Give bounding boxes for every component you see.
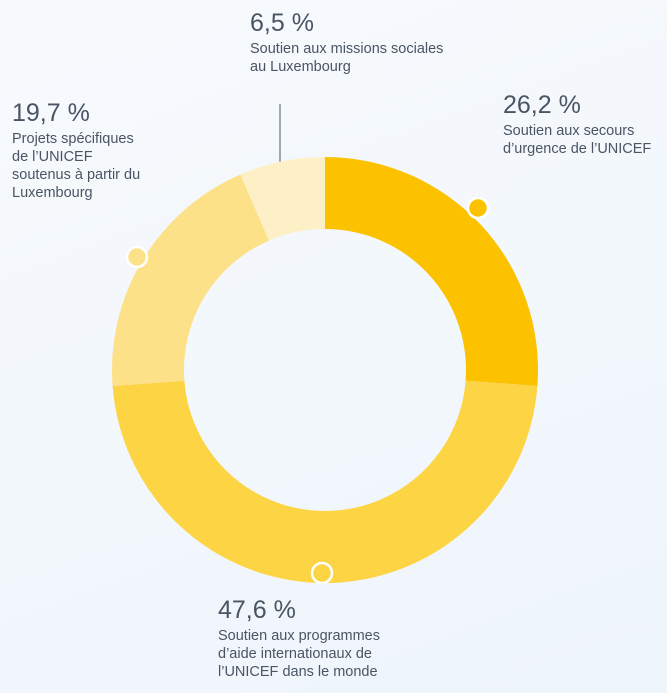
category-label: Soutien aux missions sociales au Luxembo…: [250, 41, 444, 75]
value-label: 26,2 %: [503, 91, 581, 119]
donut-segment: [240, 157, 325, 241]
marker-dot: [466, 196, 490, 220]
value-label: 19,7 %: [12, 99, 90, 127]
donut-segment: [112, 174, 270, 387]
marker-dot: [310, 561, 334, 585]
donut-segment: [112, 380, 538, 583]
value-label: 6,5 %: [250, 9, 314, 37]
donut-segment: [325, 157, 538, 387]
marker-dot: [125, 245, 149, 269]
category-label: Soutien aux secours d’urgence de l’UNICE…: [503, 123, 652, 157]
category-label: Projets spécifiques de l’UNICEF soutenus…: [12, 131, 141, 201]
value-label: 47,6 %: [218, 596, 296, 624]
category-label: Soutien aux programmes d’aide internatio…: [218, 628, 380, 680]
